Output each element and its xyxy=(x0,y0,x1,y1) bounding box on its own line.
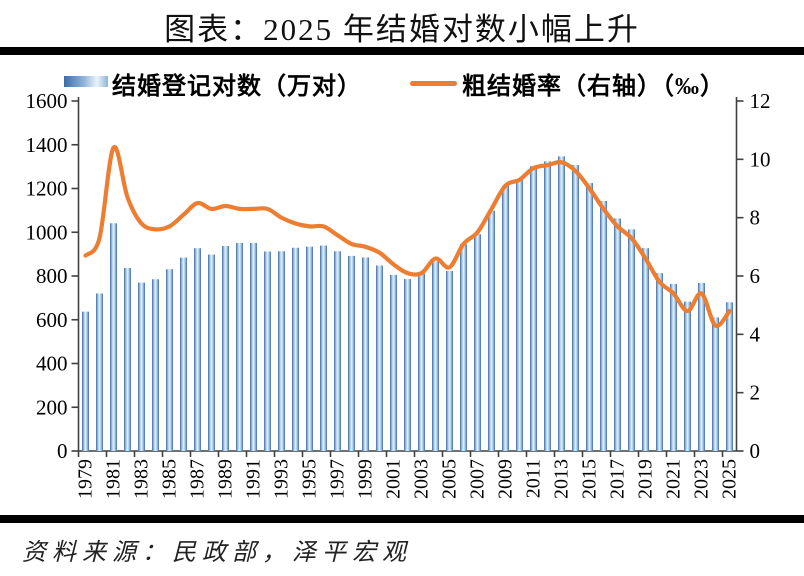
bar xyxy=(586,183,593,451)
x-tick-label: 2009 xyxy=(495,459,517,499)
y-left-tick-label: 600 xyxy=(36,308,68,332)
bar xyxy=(614,218,621,451)
bar xyxy=(488,210,495,451)
y-left-tick-label: 800 xyxy=(36,264,68,288)
bar xyxy=(656,273,663,451)
legend-bar-swatch xyxy=(64,76,108,87)
y-right-tick-label: 0 xyxy=(750,439,761,463)
x-tick-label: 2007 xyxy=(467,459,489,499)
bar xyxy=(306,246,313,451)
bar xyxy=(530,166,537,451)
y-left-tick-label: 400 xyxy=(36,352,68,376)
x-tick-label: 1991 xyxy=(243,459,265,499)
x-tick-label: 1999 xyxy=(355,459,377,499)
x-tick-label: 2013 xyxy=(551,459,573,499)
bar xyxy=(600,200,607,451)
x-tick-label: 2011 xyxy=(523,459,545,498)
bar xyxy=(670,283,677,451)
bar xyxy=(432,261,439,451)
x-tick-label: 2019 xyxy=(635,459,657,499)
bar xyxy=(208,254,215,451)
bar xyxy=(572,165,579,451)
bar xyxy=(348,255,355,451)
y-left-tick-label: 0 xyxy=(57,439,68,463)
legend-line-swatch-icon xyxy=(410,81,457,86)
y-right-tick-label: 10 xyxy=(750,147,771,171)
bar xyxy=(180,257,187,451)
bar xyxy=(628,229,635,451)
bar xyxy=(124,267,131,451)
y-left-tick-label: 1600 xyxy=(26,89,68,113)
bar xyxy=(222,246,229,451)
x-tick-label: 2003 xyxy=(411,459,433,499)
y-right-tick-label: 4 xyxy=(750,322,761,346)
y-left-tick-label: 1200 xyxy=(26,177,68,201)
bar xyxy=(96,293,103,451)
bar xyxy=(516,179,523,451)
x-tick-label: 2001 xyxy=(383,459,405,499)
legend-line-label: 粗结婚率（右轴）（‰） xyxy=(462,74,725,100)
y-right-tick-label: 12 xyxy=(750,89,771,113)
rate-line xyxy=(83,145,732,328)
bar xyxy=(138,282,145,451)
bar xyxy=(250,242,257,451)
bar xyxy=(698,283,705,451)
bar xyxy=(642,248,649,451)
x-tick-label: 1993 xyxy=(271,459,293,499)
bar xyxy=(726,302,733,451)
bar xyxy=(712,317,719,451)
bar xyxy=(684,301,691,451)
bar xyxy=(418,273,425,451)
x-tick-label: 2017 xyxy=(607,459,629,499)
top-divider-rule xyxy=(0,47,804,55)
bar xyxy=(110,223,117,451)
y-right-tick-label: 6 xyxy=(750,264,761,288)
bottom-divider-rule xyxy=(0,515,804,523)
x-tick-label: 2021 xyxy=(663,459,685,499)
bar xyxy=(404,279,411,451)
bar xyxy=(502,185,509,451)
bar xyxy=(558,156,565,451)
x-tick-label: 1987 xyxy=(187,459,209,499)
y-right-tick-label: 8 xyxy=(750,206,761,230)
x-tick-label: 1983 xyxy=(131,459,153,499)
y-left-tick-label: 200 xyxy=(36,395,68,419)
bar xyxy=(362,257,369,451)
x-tick-label: 1979 xyxy=(75,459,97,499)
y-left-tick-label: 1000 xyxy=(26,220,68,244)
bar xyxy=(194,248,201,451)
x-tick-label: 2015 xyxy=(579,459,601,499)
chart-title: 图表：2025 年结婚对数小幅上升 xyxy=(164,12,640,47)
x-tick-label: 1985 xyxy=(159,459,181,499)
bar xyxy=(236,242,243,451)
bar xyxy=(320,245,327,451)
bar xyxy=(474,234,481,451)
bar xyxy=(376,265,383,451)
x-tick-label: 1995 xyxy=(299,459,321,499)
x-tick-label: 1981 xyxy=(103,459,125,499)
bar xyxy=(152,279,159,451)
x-tick-label: 2023 xyxy=(691,459,713,499)
bar xyxy=(460,244,467,451)
y-right-tick-label: 2 xyxy=(750,381,761,405)
bar xyxy=(264,251,271,451)
y-left-tick-label: 1400 xyxy=(26,133,68,157)
bar xyxy=(446,270,453,451)
bar xyxy=(166,269,173,451)
x-tick-label: 2025 xyxy=(719,459,741,499)
bar xyxy=(292,247,299,451)
legend-bar-label: 结婚登记对数（万对） xyxy=(112,74,362,100)
x-tick-label: 1997 xyxy=(327,459,349,499)
x-tick-label: 1989 xyxy=(215,459,237,499)
bar xyxy=(544,161,551,451)
bar xyxy=(390,274,397,451)
x-tick-label: 2005 xyxy=(439,459,461,499)
bar xyxy=(82,311,89,451)
bar xyxy=(334,251,341,451)
source-note: 资料来源：民政部，泽平宏观 xyxy=(22,540,412,566)
bar xyxy=(278,251,285,451)
